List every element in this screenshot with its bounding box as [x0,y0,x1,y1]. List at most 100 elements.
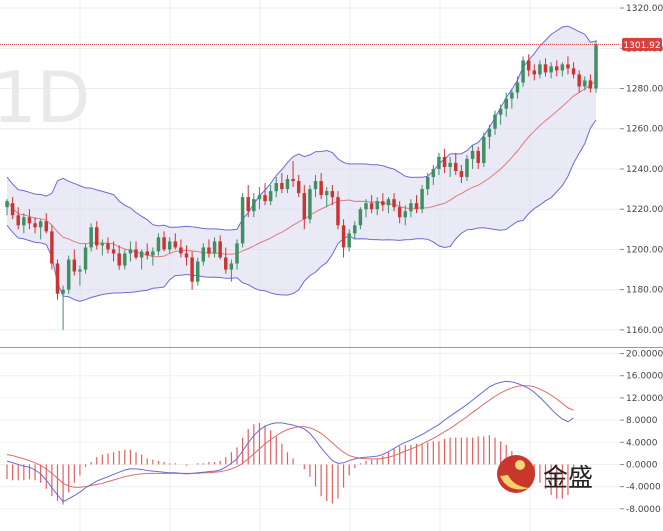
candle [218,235,222,260]
candle-body [274,183,278,192]
candle-body [117,253,121,266]
bollinger-band-area [7,26,596,302]
candle-body [27,217,32,224]
candle-body [510,92,514,99]
candle [437,152,441,176]
candle [358,207,363,230]
candle [414,195,419,214]
candle-body [95,227,99,246]
candle [330,185,335,206]
candle [353,221,357,240]
candle [162,231,166,252]
candle [252,193,256,218]
candle [409,199,413,218]
candle-body [386,199,391,206]
candle-body [425,177,430,190]
candle [308,185,312,224]
candle-body [156,237,161,252]
macd-tick-label: 20.0000 [626,350,663,360]
candle [498,104,503,125]
candle [482,132,486,167]
candle-body [280,183,284,190]
candle [44,213,49,234]
candle-body [375,201,379,210]
candle-body [358,209,363,226]
candle-body [470,150,475,159]
candle-body [420,189,424,210]
bollinger-lower-line [6,119,597,302]
candle-body [55,263,60,294]
candle [106,237,110,254]
signal-line [6,385,574,488]
price-tick-label: 1160.00 [626,326,663,336]
candle [296,175,301,198]
candle [66,255,71,294]
candle-body [218,241,222,258]
candle-body [83,247,88,270]
candle-body [454,162,458,171]
candle-body [22,217,26,226]
candle-body [128,249,133,254]
candle-body [268,191,273,202]
macd-tick-label: 0.0000 [626,460,658,470]
candle [476,146,480,169]
candle-body [498,108,503,115]
price-tick-label: 1200.00 [626,245,663,255]
candle [341,219,346,258]
candle-body [313,181,318,190]
candle-body [151,251,155,256]
candle-body [381,201,385,206]
candle [5,199,9,216]
candle [493,110,497,135]
candle-body [38,221,43,228]
candle [510,88,514,109]
candle [392,193,396,212]
candle-body [341,225,346,248]
candle [95,221,99,250]
price-tick-label: 1180.00 [626,286,663,296]
candle [173,233,178,250]
candle-body [409,203,413,212]
last-price-label: 1301.92 [623,41,660,51]
candle [403,205,408,226]
price-tick-label: 1220.00 [626,205,663,215]
candle [594,40,598,93]
candle-body [61,289,65,294]
candle-body [291,179,295,182]
candle-body [201,247,206,262]
candle-body [571,68,576,75]
candle [386,197,391,214]
candle-body [78,269,82,272]
macd-tick-label: 4.0000 [626,438,658,448]
candle [515,76,520,99]
candle-body [195,261,200,282]
candle-body [111,249,116,254]
candle-body [353,225,357,234]
candle-body [72,259,77,272]
candle-body [319,181,323,196]
candle [111,241,116,262]
macd-tick-label: -4.0000 [626,483,661,493]
candle [151,247,155,266]
candle [263,183,267,206]
candle [117,245,121,270]
candle [560,62,565,77]
candle [291,160,295,188]
candle-body [100,243,105,246]
candle-body [594,44,598,89]
candle-body [493,114,497,129]
candle [224,247,228,274]
brand-logo: 金盛 [497,455,593,493]
price-tick-label: 1260.00 [626,125,663,135]
candle [313,175,318,198]
candle-body [179,247,183,254]
bollinger-upper-line [6,25,597,231]
candle-body [336,197,340,226]
candle [83,243,88,274]
candle [459,164,464,184]
candle-body [224,257,228,270]
candle [364,199,368,218]
candle [167,237,172,254]
candle-body [190,257,194,282]
